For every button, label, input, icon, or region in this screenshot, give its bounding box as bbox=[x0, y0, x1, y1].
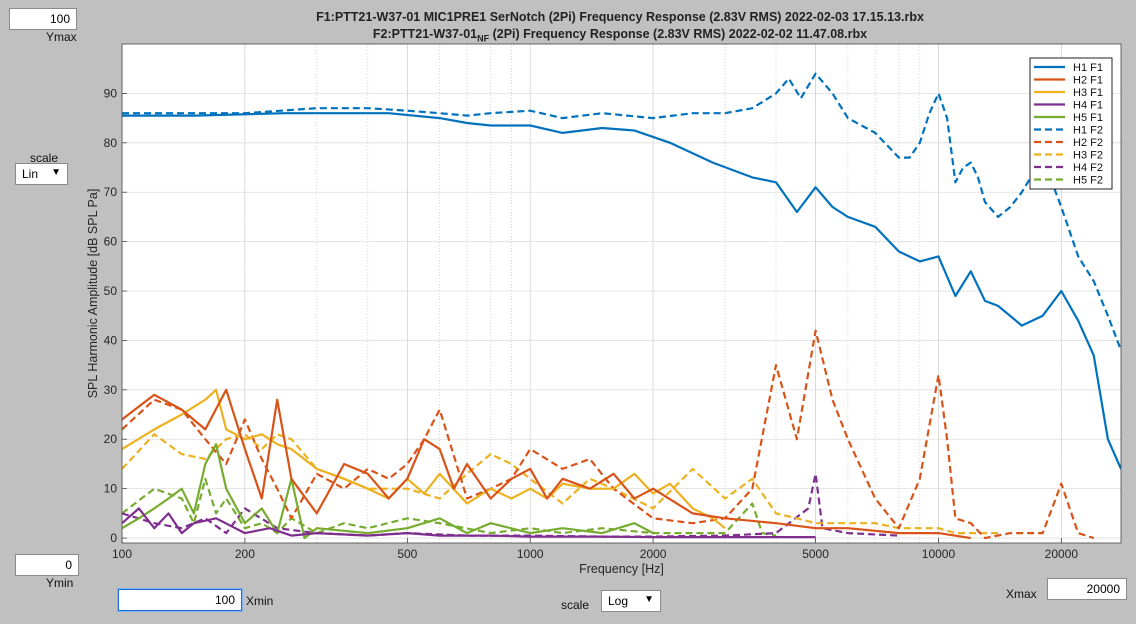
y-tick-label: 20 bbox=[104, 432, 118, 446]
ymax-label: Ymax bbox=[46, 30, 77, 44]
yscale-value: Lin bbox=[22, 167, 39, 181]
yscale-label: scale bbox=[30, 151, 59, 165]
series-line-h1-f2 bbox=[122, 72, 1121, 351]
xmax-input[interactable]: 20000 bbox=[1047, 578, 1127, 600]
series-line-h2-f1 bbox=[122, 388, 971, 540]
title-line2-sub: NF bbox=[477, 33, 490, 44]
xmin-label: Xmin bbox=[246, 594, 274, 608]
xmin-input[interactable]: 100 bbox=[117, 588, 243, 612]
x-axis-label: Frequency [Hz] bbox=[579, 562, 664, 576]
legend-entry: H2 F1 bbox=[1073, 75, 1103, 87]
y-tick-label: 10 bbox=[104, 482, 118, 496]
x-tick-label: 100 bbox=[112, 547, 132, 561]
y-tick-label: 80 bbox=[104, 136, 118, 150]
legend-entry: H5 F2 bbox=[1073, 175, 1103, 187]
plot-area bbox=[122, 44, 1121, 543]
chart-title-line-2: F2:PTT21-W37-01NF (2Pi) Frequency Respon… bbox=[120, 27, 1120, 44]
chart-title-line-1: F1:PTT21-W37-01 MIC1PRE1 SerNotch (2Pi) … bbox=[316, 10, 924, 24]
x-tick-label: 5000 bbox=[802, 547, 829, 561]
x-tick-label: 500 bbox=[397, 547, 417, 561]
series-line-h1-f1 bbox=[122, 112, 1121, 470]
chevron-down-icon: ▼ bbox=[644, 594, 654, 605]
xscale-dropdown[interactable]: Log ▼ bbox=[601, 590, 661, 612]
legend-entry: H4 F1 bbox=[1073, 100, 1103, 112]
title-line2-post: (2Pi) Frequency Response (2.83V RMS) 202… bbox=[489, 27, 868, 41]
legend-entry: H5 F1 bbox=[1073, 112, 1103, 124]
x-tick-label: 200 bbox=[235, 547, 255, 561]
y-tick-label: 50 bbox=[104, 284, 118, 298]
yscale-dropdown[interactable]: Lin ▼ bbox=[15, 163, 68, 185]
legend-entry: H4 F2 bbox=[1073, 162, 1103, 174]
y-tick-label: 60 bbox=[104, 235, 118, 249]
series-line-h3-f2 bbox=[122, 433, 999, 535]
y-tick-label: 90 bbox=[104, 86, 118, 100]
x-tick-label: 10000 bbox=[922, 547, 956, 561]
x-tick-label: 1000 bbox=[517, 547, 544, 561]
chevron-down-icon: ▼ bbox=[51, 167, 61, 178]
legend-entry: H3 F2 bbox=[1073, 150, 1103, 162]
ymax-input[interactable]: 100 bbox=[9, 8, 77, 30]
axes-box bbox=[121, 43, 1122, 544]
legend-entry: H1 F1 bbox=[1073, 62, 1103, 74]
xmax-label: Xmax bbox=[1006, 587, 1037, 601]
x-tick-label: 2000 bbox=[640, 547, 667, 561]
series-line-h4-f1 bbox=[122, 507, 816, 539]
y-tick-label: 70 bbox=[104, 185, 118, 199]
legend-entry: H2 F2 bbox=[1073, 137, 1103, 149]
series-line-h3-f1 bbox=[122, 388, 726, 530]
y-axis-label: SPL Harmonic Amplitude [dB SPL Pa] bbox=[86, 189, 100, 399]
legend-entry: H3 F1 bbox=[1073, 87, 1103, 99]
y-tick-label: 0 bbox=[110, 531, 117, 545]
y-tick-label: 40 bbox=[104, 333, 118, 347]
y-tick-label: 30 bbox=[104, 383, 118, 397]
xscale-value: Log bbox=[608, 594, 629, 608]
ymin-label: Ymin bbox=[46, 576, 74, 590]
x-tick-label: 20000 bbox=[1045, 547, 1079, 561]
series-group bbox=[122, 72, 1121, 540]
ymin-input[interactable]: 0 bbox=[15, 554, 79, 576]
legend-entry: H1 F2 bbox=[1073, 125, 1103, 137]
title-line2-pre: F2:PTT21-W37-01 bbox=[372, 27, 478, 41]
xscale-label: scale bbox=[561, 598, 590, 612]
